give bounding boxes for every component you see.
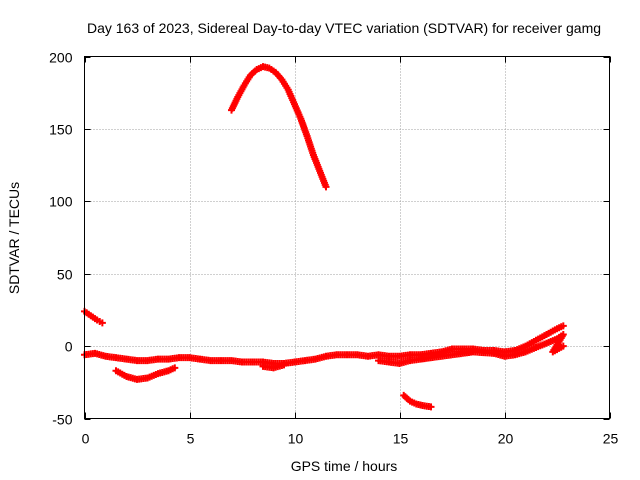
series-late-dip <box>400 391 435 411</box>
data-point <box>98 319 106 327</box>
plot-frame <box>84 56 610 419</box>
data-point <box>280 361 288 369</box>
series-baseline-b <box>259 331 567 372</box>
x-tick-label: 0 <box>82 431 90 447</box>
y-tick-label: -50 <box>52 412 72 428</box>
series-arc <box>228 63 330 191</box>
x-tick-label: 20 <box>498 431 514 447</box>
x-tick-label: 5 <box>187 431 195 447</box>
x-tick-label: 10 <box>288 431 304 447</box>
data-point <box>171 364 179 372</box>
y-axis-label: SDTVAR / TECUs <box>6 182 22 294</box>
y-tick-label: 200 <box>49 50 73 66</box>
data-point <box>322 183 330 191</box>
y-tick-label: 50 <box>57 267 73 283</box>
series-dip <box>112 364 179 383</box>
data-points <box>81 63 567 411</box>
grid-lines <box>84 56 610 419</box>
x-tick-label: 15 <box>393 431 409 447</box>
chart-title: Day 163 of 2023, Sidereal Day-to-day VTE… <box>87 20 601 36</box>
data-point <box>559 322 567 330</box>
x-tick-label: 25 <box>603 431 619 447</box>
x-axis-label: GPS time / hours <box>291 458 398 474</box>
axis-ticks: 0 5 10 15 20 25 -50 0 50 100 150 200 <box>49 50 618 447</box>
y-tick-label: 150 <box>49 122 73 138</box>
y-tick-label: 0 <box>65 339 73 355</box>
data-point <box>559 342 567 350</box>
series-baseline-a <box>81 322 567 367</box>
y-tick-label: 100 <box>49 194 73 210</box>
data-point <box>427 403 435 411</box>
